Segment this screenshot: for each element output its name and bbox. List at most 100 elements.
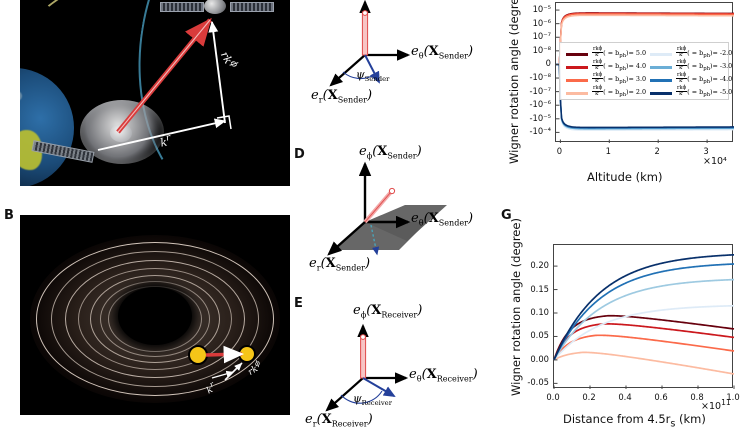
disk-ring — [90, 275, 220, 363]
ytick: 10⁻⁶ — [532, 17, 551, 28]
panel-a-satellite-illustration: rkϕ kr — [20, 0, 290, 186]
panel-e-e-r-label: er(XReceiver) — [305, 412, 373, 429]
panel-e-e-phi-label: eϕ(XReceiver) — [353, 303, 423, 320]
panel-c-e-r-label: er(XSender) — [311, 88, 373, 105]
ytick: 0 — [545, 58, 551, 69]
polarization-outline — [364, 191, 392, 223]
polarization-tip — [360, 334, 366, 340]
panel-g-x-exponent: ×1011 — [701, 398, 731, 413]
series-line--2.0 — [556, 63, 735, 131]
panel-f-x-exponent: ×10⁴ — [703, 156, 727, 167]
panel-g-curves — [553, 253, 735, 389]
solar-panel-left — [160, 2, 204, 12]
xtick: 0 — [556, 146, 563, 156]
ytick: -10⁻⁷ — [529, 85, 551, 96]
k-phi-arrow — [224, 362, 243, 381]
panel-c-sender-frame: eϕ(XSender) eθ(XSender) er(XSender) ψSen… — [295, 0, 490, 132]
legend-swatch — [566, 79, 588, 82]
sender-marker — [188, 345, 208, 365]
legend-label: rkϕ kʳ( = bph)= 2.0 — [592, 85, 647, 99]
panel-f-legend: rkϕ kʳ( = bph)= 5.0 rkϕ kʳ( = bph)= 4.0 rkϕ k… — [559, 42, 733, 100]
sender-station — [31, 100, 184, 174]
psi-angle-arc — [342, 71, 375, 80]
disk-ring — [65, 260, 245, 378]
photon-path-highlight — [117, 19, 211, 133]
series-line--2.0 — [553, 304, 735, 361]
ytick: -10⁻⁵ — [529, 112, 551, 123]
legend-swatch — [650, 92, 672, 95]
xtick: 0.6 — [654, 392, 668, 402]
series-line-3.0 — [556, 13, 735, 66]
panel-c-e-theta-label: eθ(XSender) — [411, 44, 474, 61]
disk-ring — [51, 251, 259, 387]
ytick: 10⁻⁸ — [532, 44, 551, 55]
series-line--5.0 — [556, 63, 734, 129]
series-line--4.0 — [553, 263, 735, 361]
panel-e-receiver-frame: E eϕ(XReceiver) eθ(XReceiver) er(XReceiv… — [294, 288, 490, 429]
series-line--3.0 — [556, 63, 735, 130]
xtick: 1 — [605, 146, 611, 156]
photon-path-arrow — [205, 345, 245, 364]
disk-ring — [78, 268, 232, 370]
psi-direction-vector — [364, 54, 380, 84]
earth-cloud — [20, 90, 22, 102]
solar-panel-right — [230, 2, 274, 12]
polarization-tip — [362, 10, 368, 16]
legend-swatch — [566, 66, 588, 69]
panel-c-vectors — [329, 0, 411, 87]
legend-label: rkϕ kʳ( = bph)= -2.0 — [676, 46, 733, 60]
ytick: -10⁻⁶ — [529, 99, 551, 110]
ytick: 0.15 — [530, 283, 549, 294]
panel-e-label: E — [294, 296, 303, 311]
k-r-arrow — [97, 118, 227, 151]
panel-f-chart: Wigner rotation angle (degree) 10⁻⁵ 10⁻⁶ 1… — [495, 0, 744, 190]
panel-c-psi-label: ψSender — [356, 68, 390, 84]
panel-g-xlabel: Distance from 4.5rs (km) — [563, 412, 706, 429]
ytick: -10⁻⁸ — [529, 72, 551, 83]
psi-angle-arc — [340, 390, 383, 404]
panel-b-vector-overlay — [188, 345, 256, 381]
polarization-vector — [361, 11, 369, 56]
legend-swatch — [566, 92, 588, 95]
receiver-satellite — [160, 0, 274, 14]
ytick: 10⁻⁵ — [532, 4, 551, 15]
psi-direction-vector — [362, 377, 396, 398]
legend-label: rkϕ kʳ( = bph)= -3.0 — [676, 59, 733, 73]
panel-f-xlabel: Altitude (km) — [587, 170, 663, 184]
k-r-arrow — [211, 370, 234, 379]
k-phi-arrow — [208, 20, 226, 124]
black-hole-shadow — [118, 286, 192, 345]
ytick: -0.05 — [527, 377, 549, 388]
panel-g-chart: G Wigner rotation angle (degree) -0.05 0.… — [495, 200, 744, 429]
disk-ring — [108, 286, 202, 352]
right-angle-marker — [216, 115, 232, 130]
panel-e-psi-label: ψReceiver — [353, 392, 392, 408]
series-line-2.0 — [553, 351, 735, 375]
xtick: 1.0 — [726, 392, 740, 402]
station-hub — [110, 124, 132, 142]
panel-d-label: D — [294, 147, 305, 162]
panel-b-label: B — [4, 208, 14, 223]
panel-g-axes — [553, 244, 735, 389]
ytick: 0.05 — [530, 330, 549, 341]
e-r-axis — [325, 377, 364, 412]
xtick: 0.4 — [618, 392, 632, 402]
e-r-axis — [327, 221, 366, 256]
legend-label: rkϕ kʳ( = bph)= 3.0 — [592, 72, 647, 86]
legend-label: rkϕ kʳ( = bph)= -5.0 — [676, 85, 733, 99]
panel-d-e-r-label: er(XSender) — [309, 256, 371, 273]
panel-a-vector-overlay — [97, 17, 232, 151]
projection-line — [370, 224, 380, 256]
legend-swatch — [566, 53, 588, 56]
legend-swatch — [650, 53, 672, 56]
ytick: 0.20 — [530, 260, 549, 271]
series-line-3.0 — [553, 334, 735, 361]
legend-swatch — [650, 79, 672, 82]
e-r-axis — [329, 54, 366, 87]
series-line--3.0 — [553, 278, 735, 361]
disk-ring — [36, 242, 274, 396]
panel-d-e-theta-label: eθ(XSender) — [411, 211, 474, 228]
series-line-4.0 — [553, 323, 735, 361]
ytick: 10⁻⁷ — [532, 31, 551, 42]
legend-label: rkϕ kʳ( = bph)= -4.0 — [676, 72, 733, 86]
